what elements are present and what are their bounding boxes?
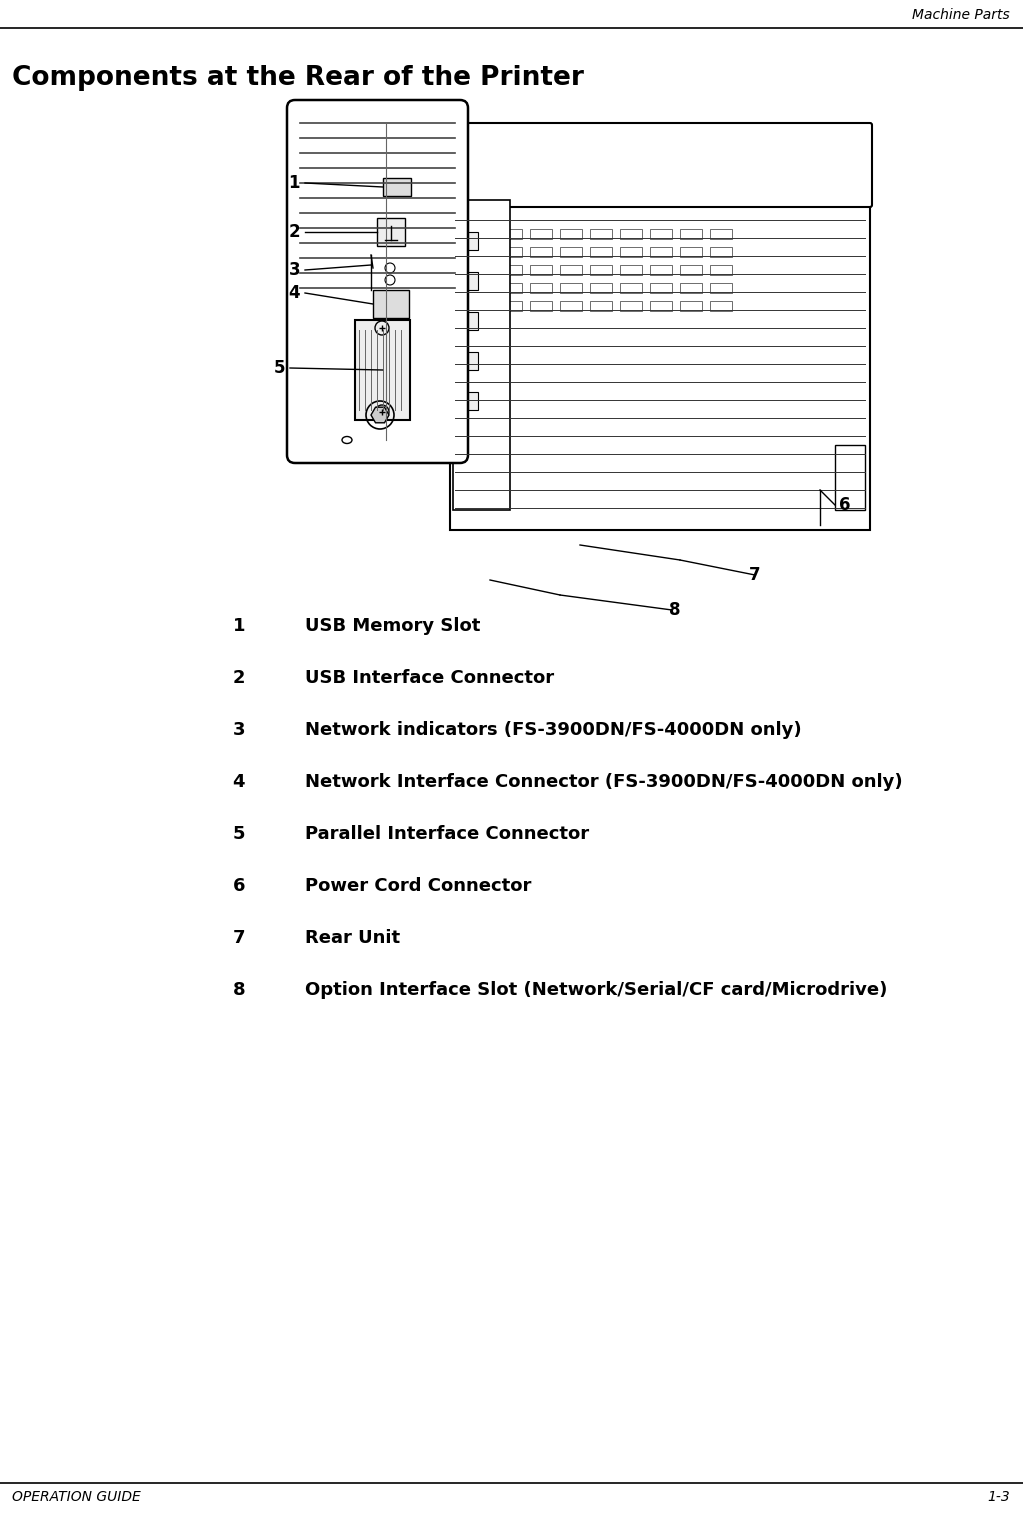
Text: 4: 4 xyxy=(232,773,244,791)
Bar xyxy=(560,247,582,258)
Bar xyxy=(650,229,672,240)
Bar xyxy=(560,229,582,240)
Bar xyxy=(710,265,732,274)
Bar xyxy=(458,352,478,370)
Bar xyxy=(373,290,409,318)
Bar xyxy=(835,446,865,509)
Text: 5: 5 xyxy=(273,359,285,377)
Bar xyxy=(620,265,642,274)
Bar xyxy=(500,265,522,274)
Bar xyxy=(620,247,642,258)
Text: 7: 7 xyxy=(232,929,244,948)
Text: 2: 2 xyxy=(288,223,300,241)
Bar xyxy=(450,124,870,531)
Bar xyxy=(590,283,612,293)
Text: 5: 5 xyxy=(232,825,244,843)
Bar xyxy=(458,232,478,250)
Text: Rear Unit: Rear Unit xyxy=(305,929,400,948)
Bar xyxy=(377,218,405,246)
Text: 1: 1 xyxy=(288,174,300,193)
Bar xyxy=(650,265,672,274)
Bar xyxy=(590,229,612,240)
Text: 8: 8 xyxy=(232,981,244,999)
Text: Machine Parts: Machine Parts xyxy=(913,8,1010,23)
Bar xyxy=(680,302,702,311)
Text: Network Interface Connector (FS-3900DN/FS-4000DN only): Network Interface Connector (FS-3900DN/F… xyxy=(305,773,902,791)
Polygon shape xyxy=(371,408,389,423)
Text: USB Interface Connector: USB Interface Connector xyxy=(305,669,554,687)
Bar xyxy=(530,265,552,274)
Text: 7: 7 xyxy=(749,565,760,584)
Text: Network indicators (FS-3900DN/FS-4000DN only): Network indicators (FS-3900DN/FS-4000DN … xyxy=(305,722,802,738)
Text: Parallel Interface Connector: Parallel Interface Connector xyxy=(305,825,589,843)
Bar xyxy=(530,283,552,293)
Bar xyxy=(560,283,582,293)
Bar xyxy=(620,229,642,240)
Text: 1: 1 xyxy=(232,617,244,635)
Bar xyxy=(500,302,522,311)
Bar xyxy=(453,200,510,509)
Text: 3: 3 xyxy=(232,722,244,738)
Ellipse shape xyxy=(342,437,352,444)
Text: Power Cord Connector: Power Cord Connector xyxy=(305,876,531,894)
Text: USB Memory Slot: USB Memory Slot xyxy=(305,617,481,635)
Bar xyxy=(560,302,582,311)
FancyBboxPatch shape xyxy=(448,123,872,208)
Bar xyxy=(560,265,582,274)
Text: 1-3: 1-3 xyxy=(987,1490,1010,1504)
Bar xyxy=(650,302,672,311)
Bar xyxy=(590,302,612,311)
Bar xyxy=(680,265,702,274)
Bar xyxy=(710,229,732,240)
Text: 8: 8 xyxy=(668,600,680,619)
Bar xyxy=(355,320,410,420)
Bar xyxy=(590,247,612,258)
Bar xyxy=(710,302,732,311)
Text: 3: 3 xyxy=(288,261,300,279)
Bar xyxy=(530,247,552,258)
Bar xyxy=(590,265,612,274)
Bar xyxy=(383,177,411,196)
Bar xyxy=(500,247,522,258)
Text: 6: 6 xyxy=(232,876,244,894)
Bar xyxy=(458,393,478,409)
Bar xyxy=(680,283,702,293)
Bar xyxy=(710,283,732,293)
Bar xyxy=(500,229,522,240)
Bar xyxy=(458,312,478,330)
Bar xyxy=(650,283,672,293)
Text: 2: 2 xyxy=(232,669,244,687)
Bar xyxy=(458,271,478,290)
Text: 4: 4 xyxy=(288,283,300,302)
Bar xyxy=(530,229,552,240)
Bar xyxy=(680,247,702,258)
Bar xyxy=(680,229,702,240)
Text: OPERATION GUIDE: OPERATION GUIDE xyxy=(12,1490,141,1504)
FancyBboxPatch shape xyxy=(287,100,468,462)
Text: 6: 6 xyxy=(839,496,850,514)
Bar xyxy=(500,283,522,293)
Bar xyxy=(530,302,552,311)
Text: Option Interface Slot (Network/Serial/CF card/Microdrive): Option Interface Slot (Network/Serial/CF… xyxy=(305,981,887,999)
Bar xyxy=(620,302,642,311)
Bar xyxy=(650,247,672,258)
Bar xyxy=(710,247,732,258)
Bar xyxy=(620,283,642,293)
Text: Components at the Rear of the Printer: Components at the Rear of the Printer xyxy=(12,65,584,91)
